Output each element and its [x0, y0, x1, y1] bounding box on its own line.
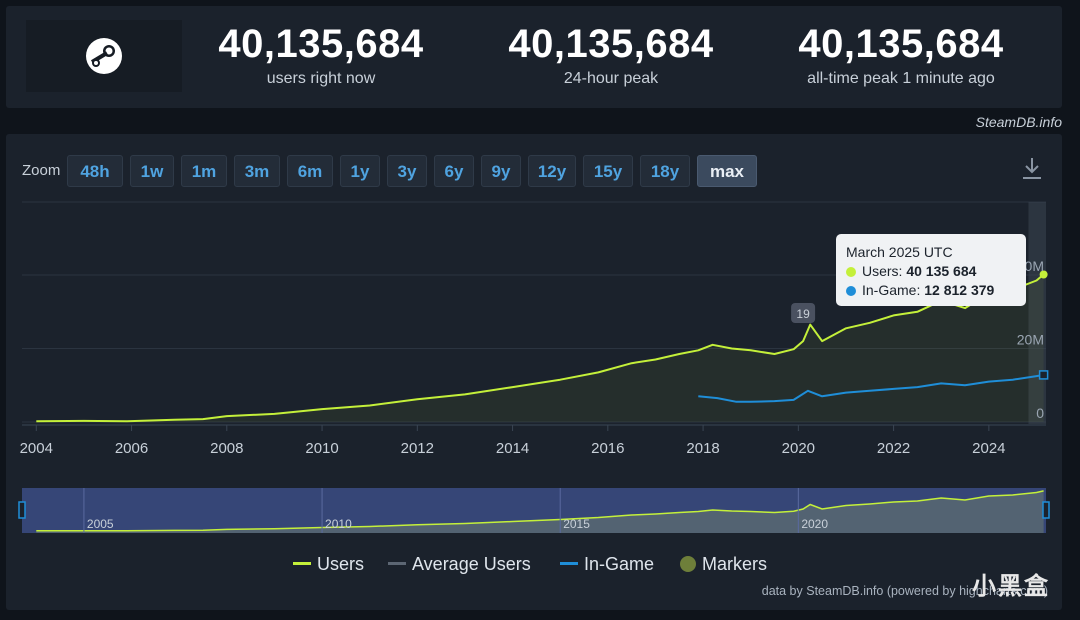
stat-value: 40,135,684	[508, 22, 714, 66]
legend-label: Markers	[702, 554, 768, 574]
in-game-swatch-icon	[560, 562, 578, 565]
tooltip-ingame-value: 12 812 379	[924, 282, 995, 298]
users-dot-icon	[846, 267, 856, 277]
stat-label: 24-hour peak	[563, 70, 659, 87]
download-icon[interactable]	[1020, 156, 1044, 182]
markers-swatch-icon	[680, 556, 696, 572]
stat-24h-peak: 40,135,684 24-hour peak	[461, 22, 761, 88]
zoom-button-max[interactable]: max	[697, 155, 757, 187]
tooltip-title: March 2025 UTC	[846, 244, 953, 260]
chart-panel: Zoom 48h 1w 1m 3m 6m 1y 3y 6y 9y 12y 15y 18y max	[6, 134, 1062, 610]
zoom-button-9y[interactable]: 9y	[481, 155, 521, 187]
zoom-button-1y[interactable]: 1y	[340, 155, 380, 187]
steam-logo	[26, 20, 182, 92]
zoom-button-15y[interactable]: 15y	[583, 155, 633, 187]
zoom-label: Zoom	[22, 162, 61, 179]
watermark-logo: 小黑盒	[972, 573, 1050, 600]
chart-legend: Users Average Users In-Game Markers	[0, 554, 1080, 578]
stat-label: users right now	[266, 70, 376, 87]
stats-panel: 40,135,684 users right now 40,135,684 24…	[6, 6, 1062, 108]
zoom-button-3m[interactable]: 3m	[234, 155, 280, 187]
stat-label: all-time peak 1 minute ago	[807, 70, 995, 87]
legend-item-average-users[interactable]: Average Users	[388, 554, 531, 575]
stat-all-time-peak: 40,135,684 all-time peak 1 minute ago	[751, 22, 1051, 88]
stat-value: 40,135,684	[218, 22, 424, 66]
legend-item-users[interactable]: Users	[293, 554, 364, 575]
zoom-button-1w[interactable]: 1w	[130, 155, 174, 187]
zoom-button-6m[interactable]: 6m	[287, 155, 333, 187]
zoom-button-1m[interactable]: 1m	[181, 155, 227, 187]
tooltip-users-row: Users: 40 135 684	[846, 262, 1016, 281]
chart-tooltip: March 2025 UTC Users: 40 135 684 In-Game…	[836, 234, 1026, 306]
zoom-button-12y[interactable]: 12y	[528, 155, 576, 187]
legend-label: Average Users	[412, 554, 531, 574]
stat-value: 40,135,684	[798, 22, 1004, 66]
zoom-button-3y[interactable]: 3y	[387, 155, 427, 187]
steam-icon	[86, 38, 122, 74]
zoom-button-6y[interactable]: 6y	[434, 155, 474, 187]
legend-label: Users	[317, 554, 365, 574]
tooltip-ingame-label: In-Game:	[862, 282, 921, 298]
tooltip-ingame-row: In-Game: 12 812 379	[846, 281, 1016, 300]
legend-item-markers[interactable]: Markers	[680, 554, 767, 575]
tooltip-users-value: 40 135 684	[906, 263, 977, 279]
legend-label: In-Game	[584, 554, 655, 574]
steamdb-credit-link[interactable]: SteamDB.info	[975, 114, 1062, 130]
stat-users-now: 40,135,684 users right now	[171, 22, 471, 88]
in-game-dot-icon	[846, 286, 856, 296]
zoom-button-48h[interactable]: 48h	[67, 155, 123, 187]
tooltip-users-label: Users:	[862, 263, 903, 279]
legend-item-in-game[interactable]: In-Game	[560, 554, 654, 575]
zoom-button-18y[interactable]: 18y	[640, 155, 690, 187]
highcharts-credit[interactable]: data by SteamDB.info (powered by highcha…	[761, 584, 1048, 598]
users-swatch-icon	[293, 562, 311, 565]
average-users-swatch-icon	[388, 562, 406, 565]
